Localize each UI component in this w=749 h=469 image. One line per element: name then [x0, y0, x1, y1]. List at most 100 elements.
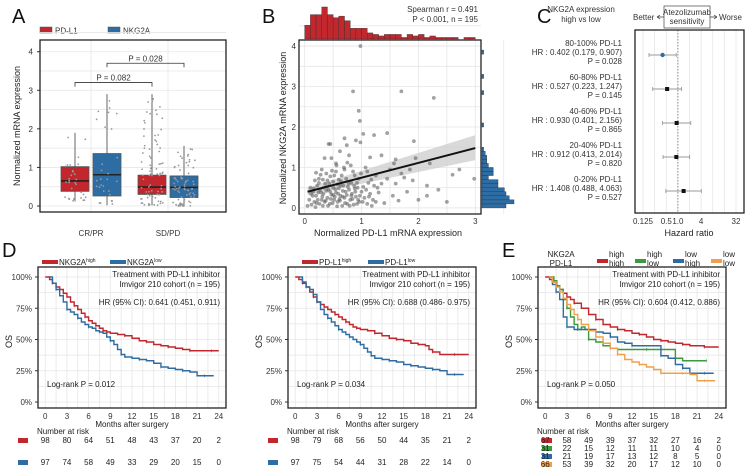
- jitter-point: [72, 198, 75, 200]
- scatter-point: [328, 189, 333, 194]
- scatter-point: [345, 160, 350, 165]
- x-tick-label: 1: [359, 217, 364, 226]
- jitter-point: [154, 139, 156, 141]
- risk-count: 56: [356, 436, 365, 445]
- risk-count: 33: [128, 458, 137, 467]
- histogram-bar-top: [412, 35, 419, 40]
- y-tick-label: 50%: [266, 336, 282, 345]
- histogram-bar-top: [349, 28, 357, 40]
- jitter-point: [161, 190, 163, 193]
- scatter-point: [431, 95, 436, 100]
- x-tick-label: 1.0: [672, 217, 684, 226]
- scatter-point: [322, 156, 327, 161]
- jitter-point: [193, 159, 196, 162]
- legend-label: high: [685, 259, 700, 268]
- jitter-point: [192, 180, 195, 183]
- risk-count: 31: [378, 458, 387, 467]
- jitter-point: [189, 148, 192, 150]
- risk-count: 35: [421, 436, 430, 445]
- risk-swatch: [542, 462, 552, 467]
- jitter-point: [140, 161, 143, 163]
- histogram-bar-top: [355, 28, 362, 40]
- logrank-text: Log-rank P = 0.050: [547, 380, 616, 389]
- risk-count: 98: [291, 436, 300, 445]
- legend-label: PD-L1high: [319, 258, 351, 267]
- jitter-point: [176, 180, 179, 183]
- jitter-point: [149, 184, 152, 186]
- x-tick-label: 0: [293, 412, 298, 421]
- jitter-point: [156, 204, 159, 207]
- histogram-bar-top: [361, 28, 368, 40]
- x-tick-label: 2: [416, 217, 421, 226]
- jitter-point: [102, 190, 105, 192]
- jitter-point: [68, 181, 71, 184]
- plot-frame: [537, 266, 727, 409]
- x-tick-label: 0: [543, 412, 548, 421]
- jitter-point: [99, 202, 102, 204]
- jitter-point: [75, 183, 78, 186]
- scatter-point: [332, 173, 337, 178]
- scatter-point: [393, 157, 398, 162]
- jitter-point: [156, 143, 159, 146]
- panel-label: A: [12, 6, 26, 28]
- jitter-point: [77, 163, 80, 166]
- legend-swatch: [711, 259, 722, 263]
- jitter-point: [175, 178, 178, 181]
- y-tick-label: 0: [29, 202, 34, 211]
- risk-count: 31: [541, 444, 550, 453]
- jitter-point: [110, 128, 113, 130]
- scatter-point: [346, 184, 350, 189]
- risk-count: 31: [541, 452, 550, 461]
- risk-count: 0: [467, 458, 472, 467]
- jitter-point: [68, 179, 71, 182]
- histogram-bar-right: [481, 199, 515, 205]
- forest-header: NKG2A expression: [547, 5, 615, 14]
- risk-count: 29: [149, 458, 158, 467]
- logrank-text: Log-rank P = 0.034: [297, 380, 366, 389]
- y-tick-label: 3: [29, 86, 34, 95]
- x-axis-label: Normalized PD-L1 mRNA expression: [314, 228, 462, 238]
- scatter-point: [379, 153, 384, 158]
- risk-count: 37: [628, 436, 637, 445]
- jitter-point: [145, 191, 148, 193]
- scatter-point: [375, 185, 380, 190]
- scatter-point: [390, 193, 395, 198]
- histogram-bar-top: [418, 34, 425, 40]
- legend-swatch: [42, 260, 58, 264]
- histogram-bar-top: [315, 14, 322, 40]
- x-tick-label: 21: [193, 412, 202, 421]
- jitter-point: [141, 174, 144, 177]
- jitter-point: [161, 162, 164, 165]
- histogram-bar-right: [481, 179, 499, 184]
- jitter-point: [73, 173, 76, 176]
- jitter-point: [143, 144, 146, 147]
- scatter-point: [450, 172, 455, 177]
- jitter-point: [181, 177, 184, 180]
- risk-count: 4: [695, 444, 700, 453]
- jitter-point: [155, 167, 158, 170]
- scatter-point: [408, 167, 412, 172]
- scatter-point: [331, 179, 336, 184]
- jitter-point: [108, 193, 111, 196]
- scatter-point: [359, 189, 364, 194]
- scatter-point: [320, 194, 325, 199]
- jitter-point: [160, 187, 162, 190]
- jitter-point: [152, 98, 155, 100]
- legend-superscript: low: [154, 258, 162, 264]
- scatter-point: [331, 193, 336, 197]
- scatter-point: [340, 204, 345, 208]
- scatter-point: [359, 171, 363, 176]
- jitter-point: [146, 193, 149, 196]
- risk-count: 98: [41, 436, 50, 445]
- y-tick-label: 0%: [520, 398, 532, 407]
- scatter-point: [319, 190, 324, 195]
- jitter-point: [147, 186, 150, 188]
- scatter-point: [325, 195, 330, 200]
- jitter-point: [143, 128, 145, 130]
- scatter-point: [358, 44, 363, 48]
- jitter-point: [188, 160, 191, 163]
- scatter-point: [436, 187, 441, 192]
- histogram-bar-top: [395, 34, 402, 40]
- scatter-point: [340, 189, 345, 193]
- scatter-point: [382, 201, 387, 205]
